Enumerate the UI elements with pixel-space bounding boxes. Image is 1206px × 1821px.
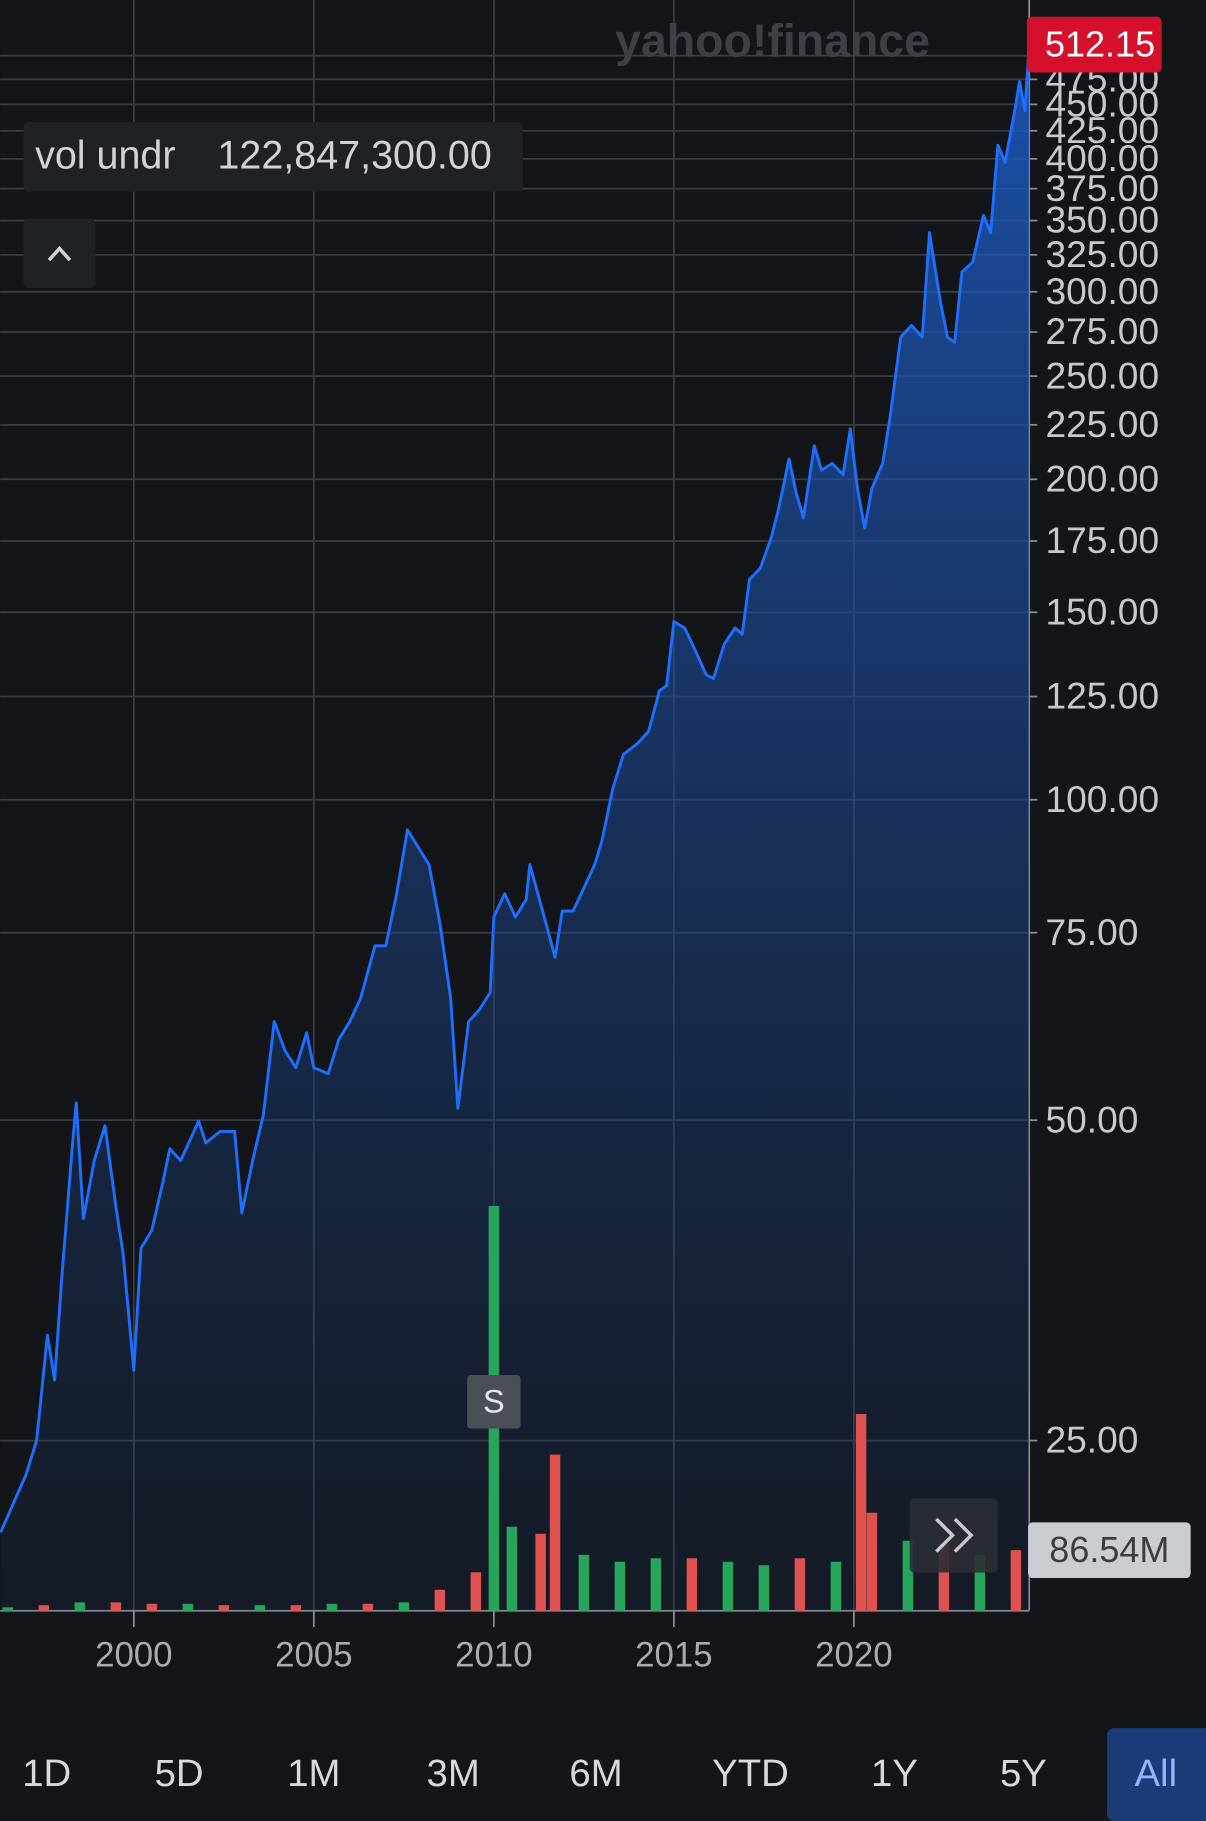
volume-bar [902, 1540, 914, 1611]
x-tick-label: 2020 [815, 1635, 892, 1674]
volume-bar [290, 1605, 302, 1611]
range-bar: 1D 5D 1M 3M 6M YTD 1Y 5Y All [22, 1728, 1206, 1821]
y-tick-label: 275.00 [1045, 310, 1159, 352]
y-tick-label: 300.00 [1045, 270, 1159, 312]
plot [0, 44, 1031, 1611]
volume-bar [722, 1561, 734, 1611]
volume-bar [974, 1554, 986, 1611]
volume-bar [855, 1413, 867, 1611]
last-price-tag [1026, 16, 1162, 73]
range-button[interactable]: 1Y [871, 1752, 918, 1795]
volume-bar [398, 1602, 410, 1611]
range-selected-bg [1107, 1728, 1206, 1821]
volume-bar [470, 1572, 482, 1611]
volume-bar [535, 1533, 546, 1611]
price-area [0, 44, 1030, 1611]
x-tick-label: 2010 [455, 1635, 532, 1674]
price-line [0, 44, 1031, 1533]
volume-bar [650, 1558, 662, 1611]
hover-box [23, 121, 523, 192]
y-tick-label: 200.00 [1045, 457, 1159, 499]
volume-bar [434, 1589, 446, 1611]
x-tick-label: 2005 [275, 1635, 352, 1674]
y-tick-label: 350.00 [1045, 199, 1159, 241]
logo: yahoo!finance [615, 14, 930, 66]
volume-bar [218, 1605, 230, 1611]
y-tick-label: 125.00 [1045, 675, 1159, 717]
volume-bar [830, 1561, 842, 1611]
volume-bar [686, 1558, 698, 1611]
y-tick-label: 425.00 [1045, 109, 1159, 151]
volume-bar [506, 1526, 518, 1611]
volume-bar [938, 1544, 950, 1611]
volume-bar [254, 1605, 266, 1611]
collapse-button[interactable] [23, 218, 96, 289]
y-tick-label: 150.00 [1045, 590, 1159, 632]
range-button[interactable]: 1D [22, 1752, 71, 1795]
volume-bar [182, 1603, 194, 1611]
y-tick-label: 450.00 [1045, 83, 1159, 125]
volume-bar [866, 1512, 878, 1611]
volume-bar [794, 1558, 806, 1611]
range-button[interactable]: YTD [712, 1752, 789, 1795]
volume-bar [146, 1603, 158, 1611]
y-tick-label: 400.00 [1045, 137, 1159, 179]
range-button[interactable]: 5Y [1000, 1752, 1047, 1795]
volume-bar [74, 1602, 86, 1611]
last-price-label: 512.15 [1045, 23, 1155, 64]
volume-tag [1028, 1522, 1191, 1579]
volume-bar [578, 1554, 590, 1611]
hover-label: vol undr [35, 133, 175, 177]
event-marker[interactable] [467, 1375, 521, 1429]
chevron-icon [47, 245, 72, 262]
x-tick-label: 2000 [95, 1635, 172, 1674]
volume-bar [758, 1565, 770, 1611]
y-tick-label: 25.00 [1045, 1419, 1138, 1461]
event-label: S [483, 1384, 505, 1420]
range-button[interactable]: 1M [287, 1752, 340, 1795]
volume-tag-label: 86.54M [1049, 1529, 1169, 1570]
y-tick-label: 50.00 [1045, 1098, 1138, 1140]
range-button[interactable]: 6M [569, 1752, 622, 1795]
range-button[interactable]: All [1135, 1752, 1178, 1795]
hover-value: 122,847,300.00 [217, 133, 491, 177]
volume-bar [362, 1603, 374, 1611]
y-tick-label: 175.00 [1045, 519, 1159, 561]
y-tick-label: 75.00 [1045, 911, 1138, 953]
volume-bar [38, 1605, 50, 1611]
y-tick-label: 375.00 [1045, 167, 1159, 209]
y-tick-label: 250.00 [1045, 354, 1159, 396]
y-tick-label: 100.00 [1045, 778, 1159, 820]
y-tick-label: 325.00 [1045, 233, 1159, 275]
y-tick-label: 225.00 [1045, 403, 1159, 445]
volume-bar [110, 1602, 122, 1611]
volume-bar [326, 1603, 338, 1611]
volume-bar [1010, 1550, 1022, 1611]
x-tick-label: 2015 [635, 1635, 712, 1674]
range-button[interactable]: 5D [155, 1752, 204, 1795]
volume-bar [614, 1561, 626, 1611]
volume-bar [2, 1607, 14, 1611]
volume-bar [549, 1454, 561, 1611]
double-arrow-icon [935, 1517, 974, 1553]
range-button[interactable]: 3M [427, 1752, 480, 1795]
